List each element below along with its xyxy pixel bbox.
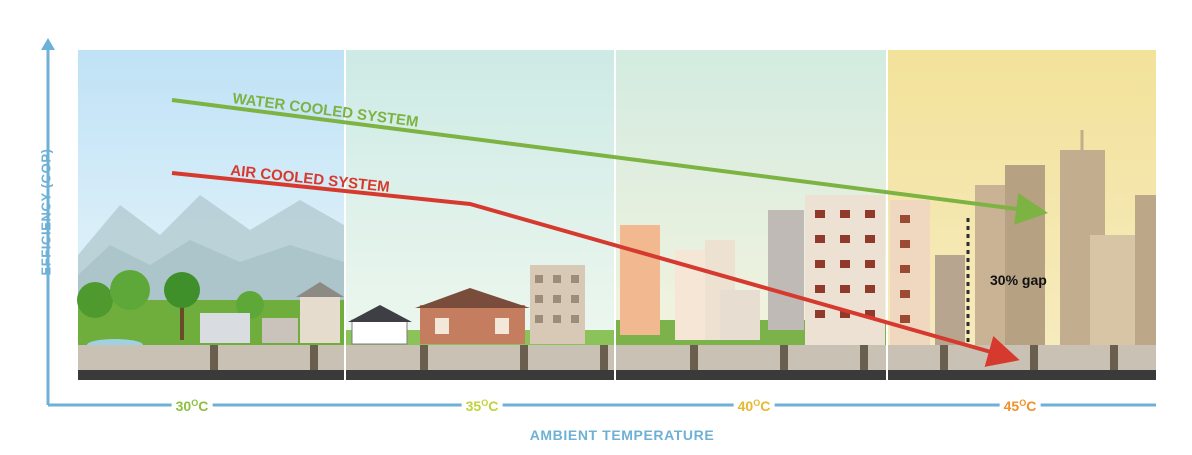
gap-label: 30% gap [990, 272, 1047, 288]
temp-label-40: 40OC [733, 398, 775, 414]
temp-label-45: 45OC [999, 398, 1041, 414]
skyline [890, 130, 1156, 345]
y-axis-arrow-icon [41, 38, 55, 50]
temp-label-30: 30OC [171, 398, 213, 414]
apartments [616, 195, 886, 345]
trees [77, 270, 344, 351]
temp-label-35: 35OC [461, 398, 503, 414]
air-arrow [171, 171, 1020, 367]
water-arrow [171, 98, 1048, 225]
y-axis-label: EFFICIENCY (COP) [38, 148, 54, 276]
x-axis-label: AMBIENT TEMPERATURE [529, 427, 715, 443]
houses [346, 265, 614, 345]
